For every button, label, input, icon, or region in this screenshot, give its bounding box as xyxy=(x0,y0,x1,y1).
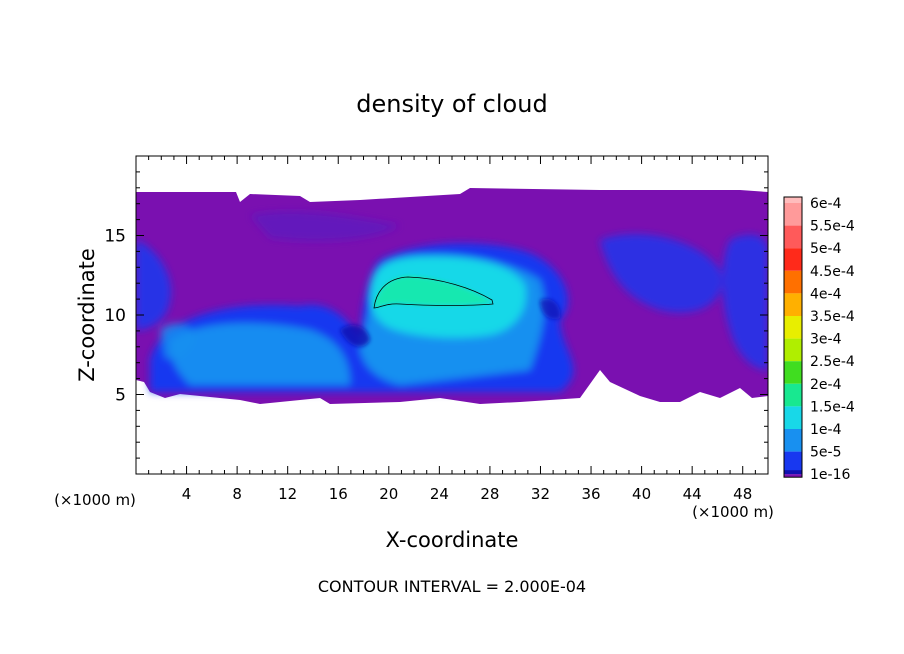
x-unit-left: (×1000 m) xyxy=(54,491,136,509)
y-tick-label: 5 xyxy=(115,386,126,406)
mid-blue-region xyxy=(169,323,350,385)
y-axis: 5 10 15 xyxy=(104,171,768,459)
colorbar-swatch xyxy=(784,474,802,478)
colorbar-swatch xyxy=(784,361,802,384)
x-tick-label: 8 xyxy=(232,485,242,503)
colorbar-swatch xyxy=(784,293,802,316)
colorbar-label: 6e-4 xyxy=(810,196,842,212)
x-tick-label: 48 xyxy=(733,485,752,503)
colorbar-swatch xyxy=(784,470,802,475)
colorbar-swatch xyxy=(784,197,802,203)
colorbar-label: 5e-4 xyxy=(810,241,842,257)
y-tick-label: 15 xyxy=(104,227,126,247)
colorbar-swatch xyxy=(784,338,802,362)
colorbar-label: 5.5e-4 xyxy=(810,219,855,235)
x-tick-label: 32 xyxy=(531,485,550,503)
colorbar-label: 3.5e-4 xyxy=(810,309,855,325)
x-tick-label: 12 xyxy=(278,485,297,503)
colorbar-swatch xyxy=(784,225,802,249)
colorbar-label: 5e-5 xyxy=(810,445,841,461)
contour-interval-note: CONTOUR INTERVAL = 2.000E-04 xyxy=(318,577,586,596)
blue-cell-upper-right xyxy=(600,234,722,313)
y-tick-label: 10 xyxy=(104,306,126,326)
x-tick-label: 40 xyxy=(632,485,651,503)
dark-eddy-right xyxy=(540,298,561,320)
teal-maximum-area xyxy=(374,276,492,307)
density-field xyxy=(136,188,768,404)
colorbar-swatch xyxy=(784,270,802,294)
colorbar-frame xyxy=(783,196,803,478)
colorbar: 6e-4 5.5e-4 5e-4 4.5e-4 4e-4 3.5e-4 3e-4 2.5e-4… xyxy=(783,196,855,483)
colorbar-swatch xyxy=(784,451,802,475)
colorbar-label: 4e-4 xyxy=(810,286,842,302)
dark-eddy-left xyxy=(340,325,370,347)
colorbar-label: 1.5e-4 xyxy=(810,399,855,415)
colorbar-swatch xyxy=(784,248,802,271)
x-tick-label: 20 xyxy=(379,485,398,503)
colorbar-swatch xyxy=(784,383,802,407)
blue-cell-left xyxy=(136,240,171,330)
y-axis-label: Z-coordinate xyxy=(75,248,99,382)
x-unit-right: (×1000 m) xyxy=(692,503,774,521)
blue-cell-far-right xyxy=(722,234,768,370)
x-tick-label: 4 xyxy=(182,485,192,503)
colorbar-label: 2e-4 xyxy=(810,377,842,393)
x-tick-label: 44 xyxy=(683,485,702,503)
purple-band-upper xyxy=(250,211,400,242)
x-axis: 4 8 12 16 20 24 28 32 36 40 44 48 xyxy=(148,156,756,503)
colorbar-label: 1e-16 xyxy=(810,467,850,483)
colorbar-label: 3e-4 xyxy=(810,332,842,348)
x-tick-label: 28 xyxy=(480,485,499,503)
colorbar-label: 4.5e-4 xyxy=(810,264,855,280)
chart-title: density of cloud xyxy=(356,90,547,118)
x-axis-label: X-coordinate xyxy=(386,528,519,552)
colorbar-swatch xyxy=(784,316,802,339)
x-tick-label: 24 xyxy=(430,485,449,503)
x-tick-label: 16 xyxy=(329,485,348,503)
colorbar-swatch xyxy=(784,406,802,429)
colorbar-swatch xyxy=(784,429,802,452)
colorbar-label: 2.5e-4 xyxy=(810,354,855,370)
x-tick-label: 36 xyxy=(581,485,600,503)
colorbar-swatch xyxy=(784,203,802,226)
contour-line xyxy=(373,276,494,309)
colorbar-label: 1e-4 xyxy=(810,422,842,438)
left-light-cell xyxy=(160,323,195,359)
